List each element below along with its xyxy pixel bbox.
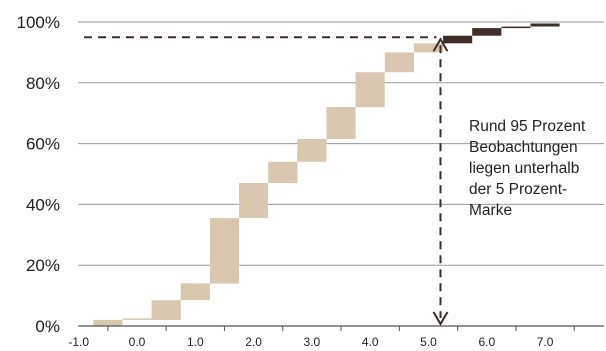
x-tick-label-3: 2.0	[245, 335, 262, 349]
y-tick-label-0: 0%	[35, 317, 60, 336]
y-tick-label-5: 100%	[17, 13, 60, 32]
axes	[49, 325, 604, 331]
reference-lines	[84, 36, 449, 326]
x-tick-label-6: 5.0	[420, 335, 437, 349]
bar-2	[151, 300, 181, 320]
bar-1	[122, 318, 152, 320]
x-tick-label-7: 6.0	[478, 335, 495, 349]
bar-8	[326, 107, 356, 139]
bar-15	[530, 23, 560, 27]
annotation-text: Rund 95 Prozent Beobachtungen liegen unter…	[469, 118, 586, 219]
y-axis-ticks: 0% 20% 40% 60% 80% 100%	[17, 13, 60, 336]
bar-7	[297, 139, 327, 162]
annotation-line-0: Rund 95 Prozent	[469, 118, 586, 135]
x-tick-label-8: 7.0	[537, 335, 554, 349]
x-tick-label-4: 3.0	[304, 335, 321, 349]
bar-0	[93, 319, 123, 326]
bars	[93, 23, 560, 326]
annotation-line-1: Beobachtungen	[469, 139, 578, 156]
bar-11	[413, 43, 443, 53]
arrowhead-up	[432, 37, 449, 52]
bar-10	[384, 52, 414, 73]
x-tick-label-0: -1.0	[68, 335, 89, 349]
annotation-line-2: liegen unterhalb	[469, 160, 579, 177]
y-tick-label-3: 60%	[26, 135, 60, 154]
y-tick-label-4: 80%	[26, 74, 60, 93]
bar-4	[209, 218, 239, 284]
y-tick-label-1: 20%	[26, 256, 60, 275]
bar-6	[268, 161, 298, 184]
bar-13	[472, 28, 502, 36]
bar-9	[355, 72, 385, 108]
bar-12	[443, 35, 473, 44]
bar-5	[239, 183, 269, 219]
x-tick-label-2: 1.0	[187, 335, 204, 349]
bar-3	[180, 283, 210, 301]
annotation-line-3: der 5 Prozent-	[469, 181, 567, 198]
annotation-line-4: Marke	[469, 202, 512, 219]
x-tick-label-5: 4.0	[362, 335, 379, 349]
bar-14	[501, 26, 531, 29]
x-axis-ticks: -1.0 0.0 1.0 2.0 3.0 4.0 5.0 6.0 7.0	[68, 335, 553, 349]
x-tick-label-1: 0.0	[129, 335, 146, 349]
arrowhead-down	[432, 311, 449, 326]
y-tick-label-2: 40%	[26, 195, 60, 214]
